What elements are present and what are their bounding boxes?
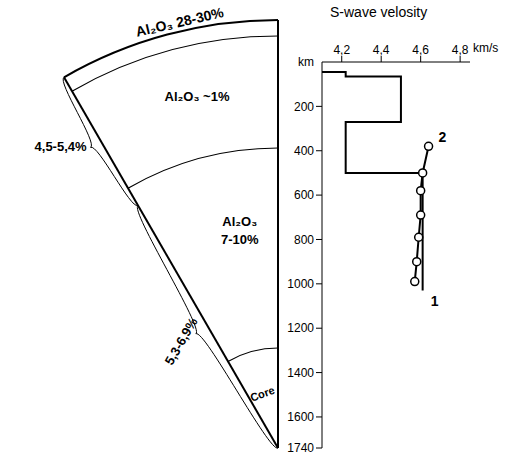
svg-text:4,8: 4,8 bbox=[452, 43, 469, 57]
svg-text:5,3-6,9%: 5,3-6,9% bbox=[162, 315, 201, 368]
svg-text:1200: 1200 bbox=[287, 321, 314, 335]
html-text:km: km bbox=[298, 55, 314, 69]
svg-text:7-10%: 7-10% bbox=[221, 232, 259, 247]
svg-text:400: 400 bbox=[294, 144, 314, 158]
svg-text:Core: Core bbox=[248, 384, 276, 404]
svg-text:200: 200 bbox=[294, 100, 314, 114]
svg-text:800: 800 bbox=[294, 233, 314, 247]
html-text:S-wave velosity: S-wave velosity bbox=[330, 4, 428, 20]
svg-text:Al₂O₃: Al₂O₃ bbox=[222, 214, 257, 229]
svg-text:1600: 1600 bbox=[287, 410, 314, 424]
svg-text:1400: 1400 bbox=[287, 366, 314, 380]
svg-text:2: 2 bbox=[439, 129, 447, 145]
svg-text:4,2: 4,2 bbox=[333, 43, 350, 57]
svg-text:Al₂O₃ 28-30%: Al₂O₃ 28-30% bbox=[134, 4, 226, 40]
svg-text:600: 600 bbox=[294, 188, 314, 202]
svg-text:4,5-5,4%: 4,5-5,4% bbox=[35, 139, 87, 154]
svg-text:4,6: 4,6 bbox=[412, 43, 429, 57]
svg-text:1000: 1000 bbox=[287, 277, 314, 291]
svg-text:Al₂O₃ ~1%: Al₂O₃ ~1% bbox=[165, 89, 230, 104]
svg-text:1: 1 bbox=[431, 293, 439, 309]
svg-text:1740: 1740 bbox=[287, 441, 314, 455]
svg-text:4,4: 4,4 bbox=[373, 43, 390, 57]
html-text:km/s: km/s bbox=[473, 41, 499, 55]
